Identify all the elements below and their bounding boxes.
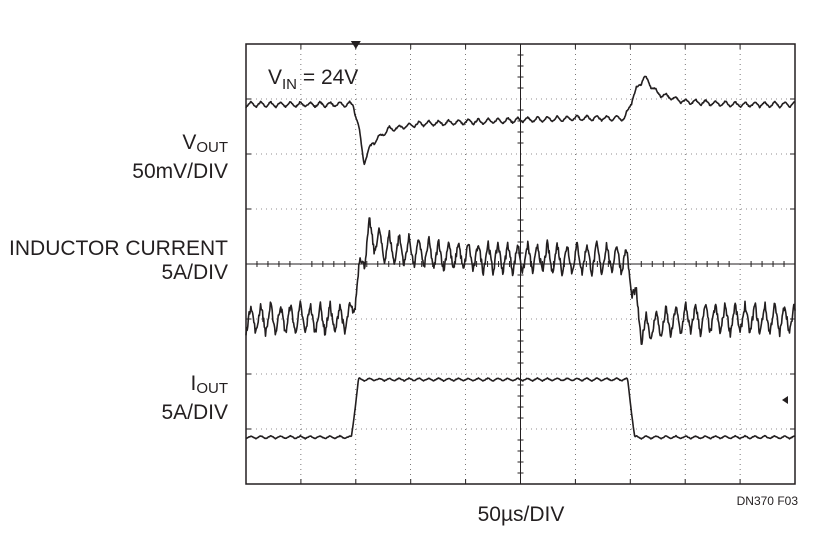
inductor-trace xyxy=(245,217,796,345)
vout-trace xyxy=(245,75,796,166)
figure-id: DN370 F03 xyxy=(737,494,799,508)
graticule xyxy=(245,41,796,485)
iout-trace xyxy=(245,377,796,440)
ground-marker-icon xyxy=(782,396,788,404)
iout-label: IOUT 5A/DIV xyxy=(161,372,228,424)
inductor-scale: 5A/DIV xyxy=(161,261,228,284)
traces xyxy=(245,75,796,440)
trigger-marker-icon xyxy=(350,41,361,49)
vout-label: VOUT 50mV/DIV xyxy=(132,131,228,183)
vin-annotation: VIN = 24V xyxy=(268,66,358,93)
iout-scale: 5A/DIV xyxy=(161,401,228,424)
x-scale-label: 50µs/DIV xyxy=(478,503,565,526)
inductor-current-label: INDUCTOR CURRENT 5A/DIV xyxy=(9,237,228,284)
vout-scale: 50mV/DIV xyxy=(132,160,228,183)
